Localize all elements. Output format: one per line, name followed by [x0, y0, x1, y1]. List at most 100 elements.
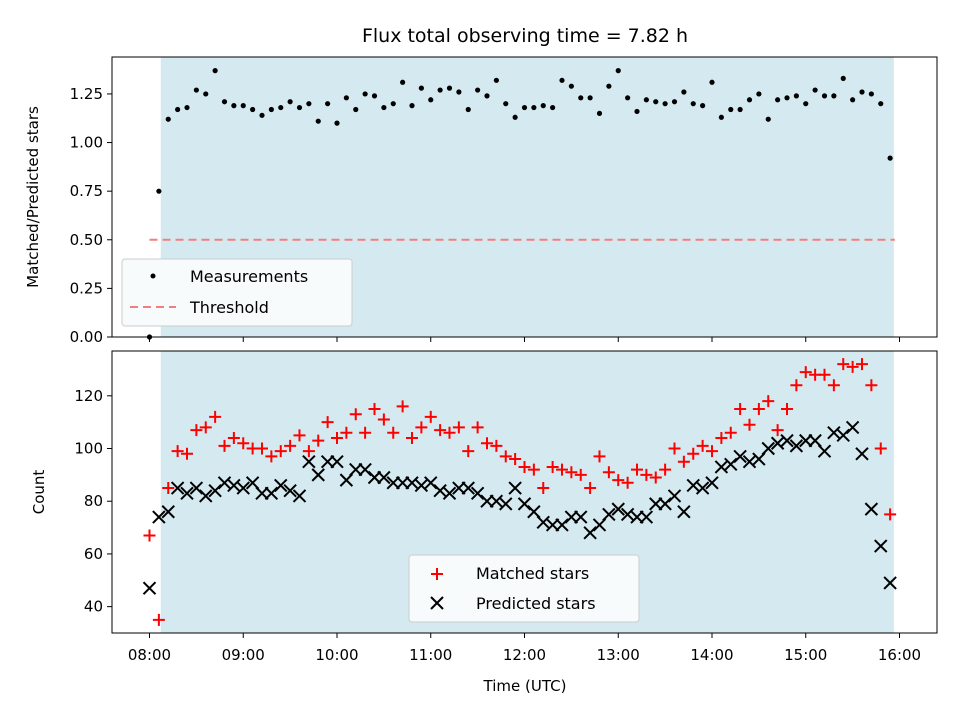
measurement-point: [784, 95, 790, 101]
measurement-point: [203, 91, 209, 97]
predicted-star-point: [199, 489, 213, 503]
matched-star-point: [171, 445, 184, 458]
measurement-point: [503, 101, 509, 107]
measurement-point: [756, 91, 762, 97]
matched-star-point: [556, 463, 568, 476]
measurement-point: [446, 85, 453, 91]
matched-star-point: [312, 434, 325, 447]
predicted-star-point: [845, 420, 860, 435]
measurement-point: [371, 93, 378, 99]
predicted-star-point: [517, 497, 532, 511]
predicted-star-point: [292, 489, 307, 503]
measurement-point: [737, 106, 743, 113]
matched-star-point: [284, 439, 297, 452]
top-y-tick-label: 1.25: [70, 85, 103, 103]
measurement-point: [831, 93, 837, 99]
matched-star-point: [199, 421, 212, 434]
measurement-point: [184, 104, 190, 111]
matched-star-point: [593, 450, 606, 463]
matched-star-point: [518, 460, 531, 473]
bottom-y-axis: 40 60 80 100 120: [74, 387, 112, 616]
measurement-point: [259, 112, 265, 118]
matched-star-point: [424, 410, 437, 423]
matched-star-point: [799, 366, 812, 379]
measurement-point: [156, 188, 162, 194]
measurement-point: [278, 104, 284, 111]
matched-star-point: [321, 416, 334, 429]
measurement-point: [559, 77, 565, 83]
measurement-point: [615, 68, 621, 74]
measurement-point: [409, 103, 415, 109]
x-tick-label: 09:00: [222, 646, 265, 664]
predicted-star-point: [611, 502, 625, 516]
matched-star-point: [631, 463, 643, 476]
bottom-y-tick-label: 80: [84, 492, 103, 510]
matched-star-point: [724, 426, 737, 439]
measurement-point: [381, 104, 387, 111]
measurement-point: [775, 97, 781, 103]
measurement-point: [428, 97, 434, 103]
matched-star-point: [143, 529, 156, 542]
matched-star-point: [565, 466, 578, 479]
bottom-panel: 40 60 80 100 120 08:00 09:00 10:00 11:00 12:00 13…: [30, 350, 938, 695]
predicted-star-point: [499, 497, 513, 511]
matched-star-point: [781, 402, 793, 415]
bottom-y-tick-label: 60: [84, 545, 103, 563]
top-x-ticks: [149, 337, 900, 342]
measurement-point: [587, 95, 593, 101]
predicted-star-point: [667, 489, 682, 503]
predicted-star-point: [227, 478, 241, 493]
measurement-point: [709, 79, 715, 85]
matched-star-point: [687, 447, 700, 460]
matched-star-point: [602, 466, 615, 479]
matched-star-point: [659, 463, 672, 476]
measurement-point: [353, 106, 359, 113]
measurement-point: [793, 93, 799, 99]
measurement-point: [700, 103, 706, 109]
matched-star-point: [668, 442, 681, 455]
measurement-point: [390, 101, 396, 107]
x-tick-label: 10:00: [315, 646, 358, 664]
matched-star-point: [443, 426, 456, 439]
matched-star-point: [874, 442, 887, 455]
matched-star-point: [227, 431, 240, 444]
measurement-point: [512, 114, 518, 120]
predicted-star-point: [714, 460, 729, 474]
predicted-star-point: [658, 497, 672, 511]
matched-star-point: [706, 445, 718, 458]
legend-matched-label: Matched stars: [476, 564, 589, 583]
matched-star-point: [481, 437, 493, 450]
top-legend-box: [121, 258, 353, 327]
matched-star-point: [181, 447, 193, 460]
matched-star-point: [302, 445, 315, 458]
predicted-star-point: [461, 481, 475, 495]
matched-star-point: [377, 413, 390, 426]
bottom-y-tick-label: 120: [74, 387, 103, 405]
matched-star-point: [359, 426, 372, 439]
measurement-point: [728, 106, 734, 113]
predicted-star-point: [639, 510, 654, 524]
measurement-point: [690, 101, 696, 107]
measurement-point: [859, 89, 865, 95]
measurement-point: [887, 155, 893, 161]
measurement-point: [840, 75, 846, 81]
predicted-star-point: [208, 483, 222, 498]
bottom-x-axis: 08:00 09:00 10:00 11:00 12:00 13:00 14:00 15:00…: [128, 633, 921, 664]
measurement-point: [634, 108, 640, 115]
matched-star-point: [884, 508, 897, 521]
matched-star-point: [790, 379, 803, 392]
predicted-star-point: [724, 457, 738, 472]
measurement-point: [531, 104, 537, 111]
predicted-star-point: [405, 476, 419, 490]
predicted-star-point: [770, 436, 785, 450]
measurement-point: [878, 101, 884, 107]
predicted-star-point: [817, 444, 832, 458]
matched-star-point: [762, 395, 775, 408]
predicted-star-point: [583, 526, 597, 540]
measurement-point: [334, 120, 340, 126]
predicted-star-point: [161, 505, 175, 519]
top-y-tick-label: 0.00: [70, 328, 103, 346]
top-y-axis: 0.00 0.25 0.50 0.75 1.00 1.25: [70, 85, 112, 346]
measurement-point: [746, 97, 753, 103]
matched-star-point: [527, 463, 540, 476]
